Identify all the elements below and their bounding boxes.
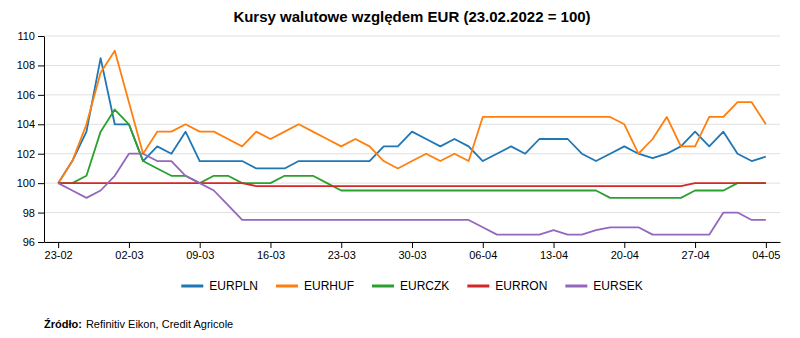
tick-mark bbox=[58, 242, 59, 248]
tick-mark bbox=[129, 242, 130, 248]
title: Kursy walutowe względem EUR (23.02.2022 … bbox=[233, 8, 590, 25]
tick: 96 bbox=[23, 236, 44, 248]
tick-mark bbox=[483, 242, 484, 248]
tick-mark bbox=[341, 242, 342, 248]
legend-label: EURHUF bbox=[304, 279, 354, 293]
legend-swatch bbox=[372, 285, 394, 288]
tick-label: 06-04 bbox=[469, 249, 497, 261]
source-label: Źródło: bbox=[44, 318, 82, 330]
grid-line bbox=[44, 153, 780, 154]
y-axis: 96 98 100 102 104 106 108 110 bbox=[17, 30, 45, 248]
line bbox=[58, 58, 766, 183]
legend-item: EURHUF bbox=[276, 279, 354, 293]
tick-label: 09-03 bbox=[186, 249, 214, 261]
grid-line bbox=[44, 94, 780, 95]
tick: 30-03 bbox=[398, 242, 426, 261]
legend-swatch bbox=[565, 285, 587, 288]
tick: 110 bbox=[17, 30, 44, 42]
legend-swatch bbox=[467, 285, 489, 288]
tick: 16-03 bbox=[257, 242, 285, 261]
tick-label: 96 bbox=[23, 236, 35, 248]
tick-label: 23-03 bbox=[328, 249, 356, 261]
tick-mark bbox=[766, 242, 767, 248]
tick-mark bbox=[38, 65, 44, 66]
tick-label: 16-03 bbox=[257, 249, 285, 261]
tick: 106 bbox=[17, 89, 44, 101]
tick-mark bbox=[554, 242, 555, 248]
tick-label: 20-04 bbox=[611, 249, 639, 261]
tick-label: 108 bbox=[17, 59, 35, 71]
tick: 13-04 bbox=[540, 242, 568, 261]
tick-mark bbox=[38, 154, 44, 155]
tick-label: 106 bbox=[17, 89, 35, 101]
tick-mark bbox=[270, 242, 271, 248]
tick-label: 02-03 bbox=[115, 249, 143, 261]
tick: 09-03 bbox=[186, 242, 214, 261]
chart: 96 98 100 102 104 106 108 110 23-02 02-03 09-03 16-… bbox=[0, 0, 800, 338]
tick: 02-03 bbox=[115, 242, 143, 261]
tick-label: 104 bbox=[17, 118, 35, 130]
tick-label: 98 bbox=[23, 207, 35, 219]
tick: 100 bbox=[17, 177, 44, 189]
legend-label: EURRON bbox=[495, 279, 547, 293]
grid-line bbox=[44, 212, 780, 213]
legend-label: EURSEK bbox=[593, 279, 642, 293]
lines bbox=[58, 51, 766, 235]
tick-label: 110 bbox=[17, 30, 35, 42]
legend-swatch bbox=[181, 285, 203, 288]
tick-mark bbox=[38, 124, 44, 125]
legend-item: EURRON bbox=[467, 279, 547, 293]
tick-label: 04-05 bbox=[752, 249, 780, 261]
legend: EURPLN EURHUF EURCZK EURRON EURSEK bbox=[181, 279, 642, 293]
tick-mark bbox=[38, 242, 44, 243]
tick-mark bbox=[38, 183, 44, 184]
tick: 102 bbox=[17, 148, 44, 160]
tick: 06-04 bbox=[469, 242, 497, 261]
line bbox=[58, 51, 766, 183]
tick-label: 23-02 bbox=[45, 249, 73, 261]
tick: 98 bbox=[23, 207, 44, 219]
legend-item: EURPLN bbox=[181, 279, 258, 293]
tick-mark bbox=[624, 242, 625, 248]
grid-line bbox=[44, 65, 780, 66]
plot: 96 98 100 102 104 106 108 110 23-02 02-03 09-03 16-… bbox=[17, 30, 781, 261]
line bbox=[58, 183, 766, 186]
tick-label: 13-04 bbox=[540, 249, 568, 261]
tick-mark bbox=[200, 242, 201, 248]
tick: 23-02 bbox=[45, 242, 73, 261]
tick-mark bbox=[412, 242, 413, 248]
axis-line bbox=[44, 37, 45, 243]
tick-mark bbox=[695, 242, 696, 248]
tick: 23-03 bbox=[328, 242, 356, 261]
grid bbox=[44, 36, 780, 242]
source: Źródło: Refinitiv Eikon, Credit Agricole bbox=[44, 318, 233, 330]
legend-swatch bbox=[276, 285, 298, 288]
tick-label: 102 bbox=[17, 148, 35, 160]
tick-mark bbox=[38, 95, 44, 96]
tick-label: 100 bbox=[17, 177, 35, 189]
tick-mark bbox=[38, 36, 44, 37]
line bbox=[58, 154, 766, 235]
grid-line bbox=[44, 36, 780, 37]
legend-label: EURPLN bbox=[209, 279, 258, 293]
tick: 27-04 bbox=[682, 242, 710, 261]
tick: 104 bbox=[17, 118, 44, 130]
tick-label: 27-04 bbox=[682, 249, 710, 261]
legend-item: EURSEK bbox=[565, 279, 642, 293]
tick-label: 30-03 bbox=[398, 249, 426, 261]
legend-item: EURCZK bbox=[372, 279, 449, 293]
tick-mark bbox=[38, 213, 44, 214]
legend-label: EURCZK bbox=[400, 279, 449, 293]
tick: 20-04 bbox=[611, 242, 639, 261]
tick: 108 bbox=[17, 59, 44, 71]
line bbox=[58, 110, 766, 198]
x-axis: 23-02 02-03 09-03 16-03 23-03 30-03 06-04 13-04… bbox=[45, 242, 781, 261]
source-text: Refinitiv Eikon, Credit Agricole bbox=[86, 318, 233, 330]
tick: 04-05 bbox=[752, 242, 780, 261]
